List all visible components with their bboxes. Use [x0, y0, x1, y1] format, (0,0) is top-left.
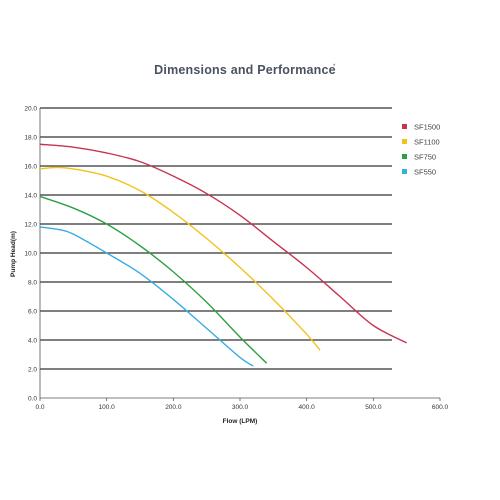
- y-tick-label: 2.0: [28, 366, 37, 373]
- y-tick-label: 14.0: [24, 192, 37, 199]
- x-tick-label: 0.0: [35, 404, 44, 411]
- axes: [39, 108, 441, 401]
- legend-label-sf750: SF750: [414, 153, 436, 162]
- series-line-sf550: [39, 226, 254, 367]
- series-line-sf1100: [39, 166, 321, 351]
- chart-title-footnote-mark: *: [333, 64, 336, 70]
- y-tick-label: 20.0: [24, 105, 37, 112]
- x-tick-label: 500.0: [365, 404, 382, 411]
- legend: SF1500 SF1100 SF750 SF550: [402, 123, 440, 177]
- y-tick-label: 6.0: [28, 308, 37, 315]
- x-axis-title: Flow (LPM): [223, 418, 258, 425]
- y-tick-label: 18.0: [24, 134, 37, 141]
- legend-label-sf1100: SF1100: [414, 138, 440, 147]
- chart-title: Dimensions and Performance: [154, 63, 336, 77]
- series-line-sf750: [39, 195, 268, 364]
- y-tick-label: 16.0: [24, 163, 37, 170]
- x-tick-label: 200.0: [165, 404, 182, 411]
- x-tick-labels: 0.0 100.0 200.0 300.0 400.0 500.0 600.0: [35, 404, 448, 411]
- series-line-sf1500: [39, 143, 407, 344]
- x-tick-label: 600.0: [432, 404, 449, 411]
- legend-label-sf1500: SF1500: [414, 123, 440, 132]
- y-tick-label: 4.0: [28, 337, 37, 344]
- legend-swatch-sf1500: [402, 124, 407, 129]
- y-axis-title: Pump Head(m): [10, 231, 17, 277]
- legend-label-sf550: SF550: [414, 168, 436, 177]
- x-tick-label: 400.0: [299, 404, 316, 411]
- y-tick-label: 12.0: [24, 221, 37, 228]
- legend-swatch-sf750: [402, 154, 407, 159]
- series-lines: [39, 143, 407, 367]
- x-tick-label: 300.0: [232, 404, 249, 411]
- legend-swatch-sf550: [402, 169, 407, 174]
- y-tick-label: 8.0: [28, 279, 37, 286]
- gridlines: [40, 107, 392, 370]
- y-tick-label: 10.0: [24, 250, 37, 257]
- x-tick-label: 100.0: [99, 404, 116, 411]
- y-tick-labels: 0.0 2.0 4.0 6.0 8.0 10.0 12.0 14.0 16.0 18.0 20.0: [24, 105, 37, 402]
- y-tick-label: 0.0: [28, 395, 37, 402]
- legend-swatch-sf1100: [402, 139, 407, 144]
